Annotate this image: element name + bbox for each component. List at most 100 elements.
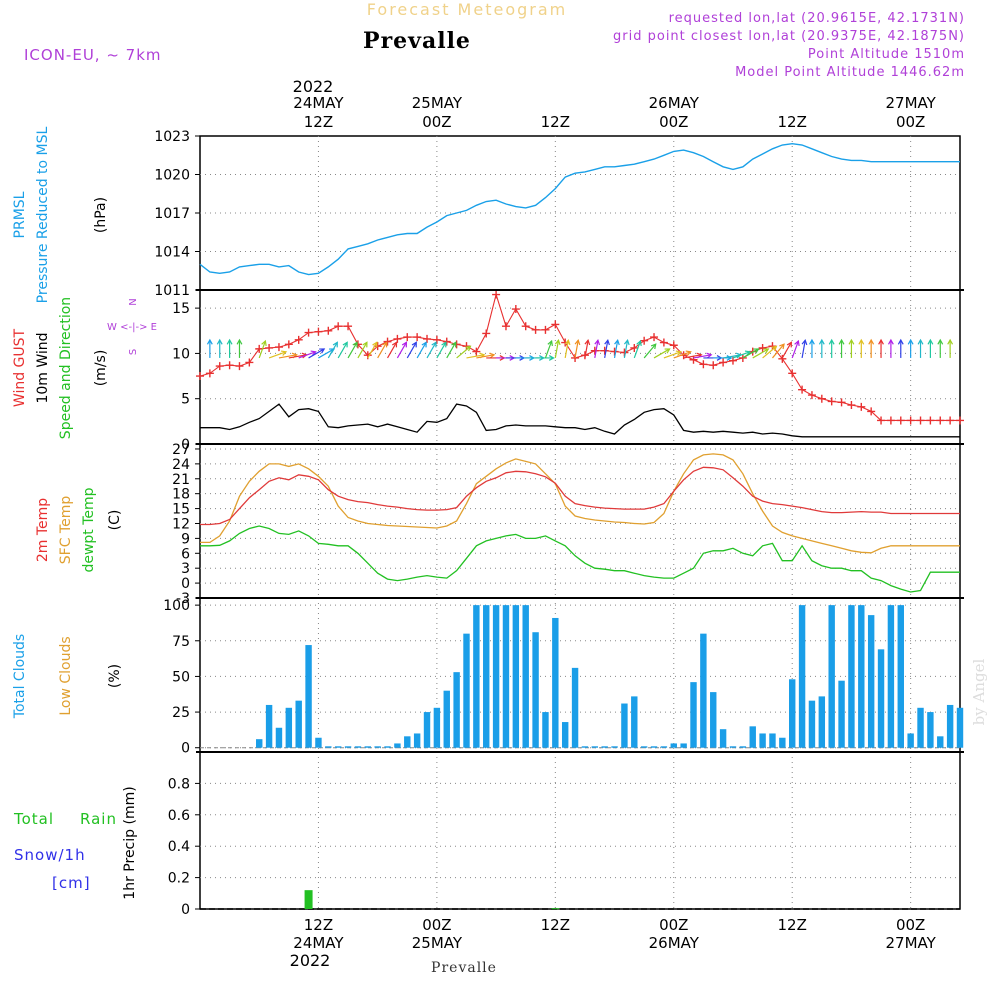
temp-panel-labels: 2m Temp SFC Temp dewpt Temp (C) — [35, 487, 123, 572]
ytick-label: 0 — [181, 741, 190, 757]
gust-point — [501, 322, 510, 331]
wind-arrow — [858, 338, 865, 358]
wind-arrow-head — [897, 338, 904, 345]
cloud-bar — [680, 743, 687, 748]
wind-arrow — [396, 341, 408, 359]
panel-clouds: 100 75 50 25 0 — [163, 597, 964, 757]
gust-point — [867, 407, 876, 416]
cloud-bar — [700, 633, 707, 748]
wind-arrow-head — [362, 341, 368, 348]
cloud-bar — [759, 733, 766, 748]
wind-arrow-head — [779, 343, 785, 350]
bottom-time-label: 12Z — [541, 916, 570, 934]
wind-arrow-head — [818, 338, 825, 345]
wind-label-10m: 10m Wind — [35, 332, 51, 403]
gust-point — [669, 341, 678, 350]
pressure-label-msl: Pressure Reduced to MSL — [35, 126, 51, 303]
wind-arrow — [613, 338, 620, 359]
wind-arrow-head — [216, 338, 223, 345]
wind-arrow-shaft — [801, 340, 806, 359]
cloud-bar — [927, 712, 934, 748]
ytick-label: 75 — [172, 634, 190, 650]
wind-arrow — [436, 341, 447, 359]
ytick-label: 18 — [172, 487, 190, 503]
wind-arrow-head — [726, 355, 733, 361]
gust-point — [442, 337, 451, 346]
wind-arrow — [584, 338, 591, 359]
wind-arrow-head — [794, 339, 800, 347]
wind-arrow — [781, 341, 792, 359]
wind-arrow-shaft — [564, 340, 569, 359]
wind-arrow-shaft — [781, 342, 792, 359]
gust-point — [807, 391, 816, 400]
wind-arrow-head — [685, 350, 692, 356]
panel-pressure: 1023 1020 1017 1014 1011 — [154, 129, 961, 299]
ytick-label: 10 — [172, 346, 190, 362]
gust-point — [334, 322, 343, 331]
cloud-bar — [305, 645, 312, 748]
wind-arrow-head — [907, 338, 914, 345]
cloud-bar — [384, 746, 391, 748]
clouds-label-unit: (%) — [107, 664, 123, 688]
cloud-bar — [532, 632, 539, 748]
cloud-bar — [670, 743, 677, 748]
top-date-label: 27MAY — [886, 94, 937, 112]
wind-arrow-head — [801, 338, 808, 346]
gust-point — [630, 343, 639, 352]
wind-arrow — [357, 341, 368, 359]
wind-arrow-head — [636, 339, 642, 347]
cloud-bar — [621, 703, 628, 748]
gust-point — [245, 358, 254, 367]
gust-point — [551, 320, 560, 329]
cloud-bar — [552, 617, 559, 748]
temp-label-dewpt: dewpt Temp — [81, 487, 97, 572]
wind-arrow — [216, 338, 223, 358]
gust-point — [274, 343, 283, 352]
pressure-label-unit: (hPa) — [93, 197, 109, 233]
wind-arrow-shaft — [584, 340, 589, 359]
cloud-bar — [838, 680, 845, 748]
temp-label-sfc: SFC Temp — [58, 496, 74, 565]
cloud-bar — [275, 727, 283, 748]
wind-arrow — [226, 338, 233, 358]
wind-arrow-shaft — [683, 354, 702, 359]
wind-arrow-shaft — [633, 340, 642, 359]
wind-arrow — [347, 341, 358, 359]
gust-point — [817, 394, 826, 403]
wind-arrow — [406, 341, 417, 359]
gust-point — [511, 305, 520, 314]
ytick-label: 27 — [172, 442, 190, 458]
ytick-label: 5 — [181, 392, 190, 408]
precip-label-rain: Rain — [80, 810, 117, 828]
cloud-bar — [413, 733, 421, 748]
wind-arrow-head — [937, 338, 944, 345]
cloud-bar — [433, 707, 441, 748]
wind-arrow-shaft — [742, 348, 759, 359]
wind-arrow-shaft — [732, 351, 751, 359]
ytick-label: 0 — [181, 437, 190, 453]
gust-point — [344, 322, 353, 331]
wind-arrow-head — [848, 338, 855, 345]
gust-point — [728, 356, 737, 365]
wind-arrow — [236, 338, 243, 358]
wind-line — [200, 403, 960, 438]
wind-arrow-head — [868, 338, 875, 345]
wind-arrow — [818, 338, 825, 358]
wind-arrow-shaft — [347, 342, 358, 359]
wind-arrow — [713, 355, 733, 361]
wind-arrow — [594, 338, 601, 359]
wind-arrow — [653, 348, 671, 359]
ytick-label: 0.6 — [168, 808, 190, 824]
wind-arrow-head — [878, 338, 884, 345]
cloud-bar — [295, 700, 302, 748]
wind-arrow-shaft — [308, 348, 325, 359]
cloud-bar — [364, 746, 371, 748]
wind-arrow — [927, 338, 934, 358]
bottom-date-label: 27MAY — [886, 934, 937, 952]
ytick-label: -3 — [176, 591, 190, 607]
ytick-label: 15 — [172, 502, 190, 518]
ytick-label: 6 — [181, 546, 190, 562]
wind-arrow-shaft — [387, 342, 398, 359]
wind-arrow-head — [917, 338, 924, 345]
